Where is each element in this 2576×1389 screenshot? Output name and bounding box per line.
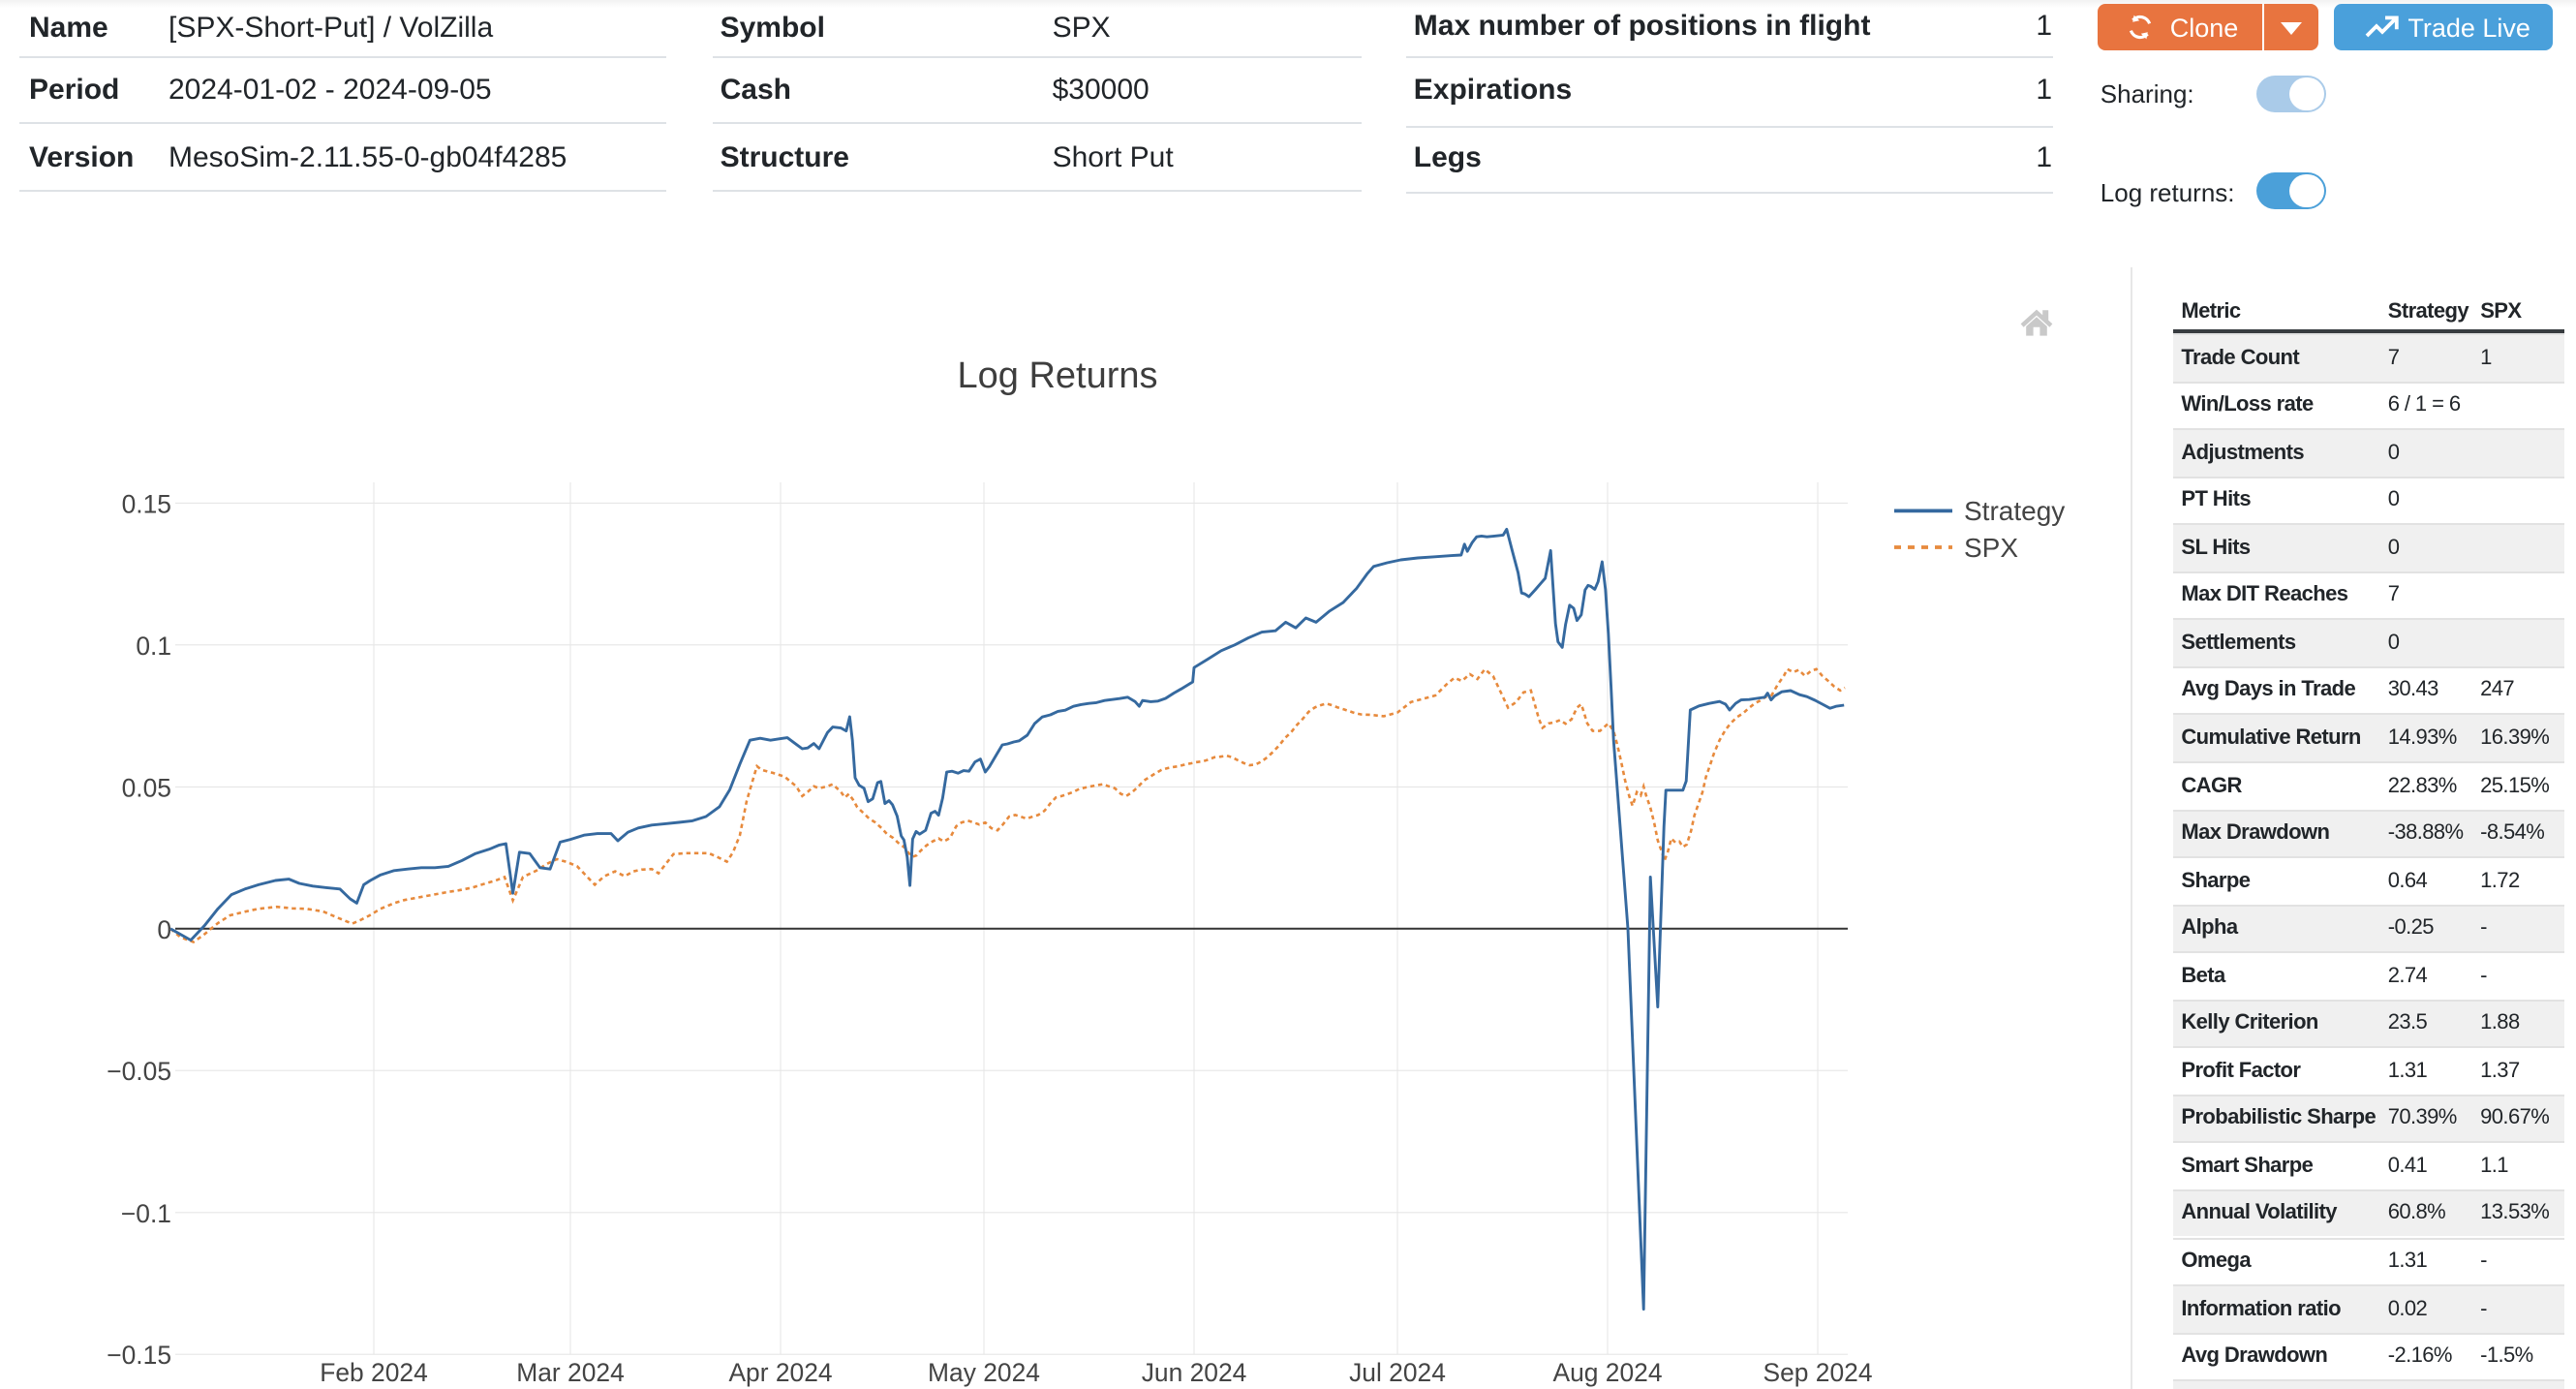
svg-text:−0.15: −0.15	[107, 1341, 171, 1370]
svg-text:Log Returns: Log Returns	[957, 355, 1157, 396]
svg-text:0.05: 0.05	[122, 773, 171, 802]
svg-text:0: 0	[157, 915, 171, 944]
svg-text:−0.1: −0.1	[121, 1199, 171, 1228]
svg-text:Jul 2024: Jul 2024	[1349, 1358, 1446, 1387]
svg-text:0.1: 0.1	[136, 632, 171, 661]
svg-text:Jun 2024: Jun 2024	[1142, 1358, 1247, 1387]
svg-text:0.15: 0.15	[122, 489, 171, 518]
svg-text:−0.05: −0.05	[107, 1057, 171, 1086]
svg-text:May 2024: May 2024	[928, 1358, 1040, 1387]
svg-text:Mar 2024: Mar 2024	[516, 1358, 625, 1387]
svg-text:Apr 2024: Apr 2024	[728, 1358, 832, 1387]
svg-text:SPX: SPX	[1964, 533, 2018, 563]
svg-text:Feb 2024: Feb 2024	[320, 1358, 428, 1387]
svg-text:Strategy: Strategy	[1964, 496, 2065, 526]
svg-text:Sep 2024: Sep 2024	[1763, 1358, 1873, 1387]
svg-text:Aug 2024: Aug 2024	[1553, 1358, 1663, 1387]
